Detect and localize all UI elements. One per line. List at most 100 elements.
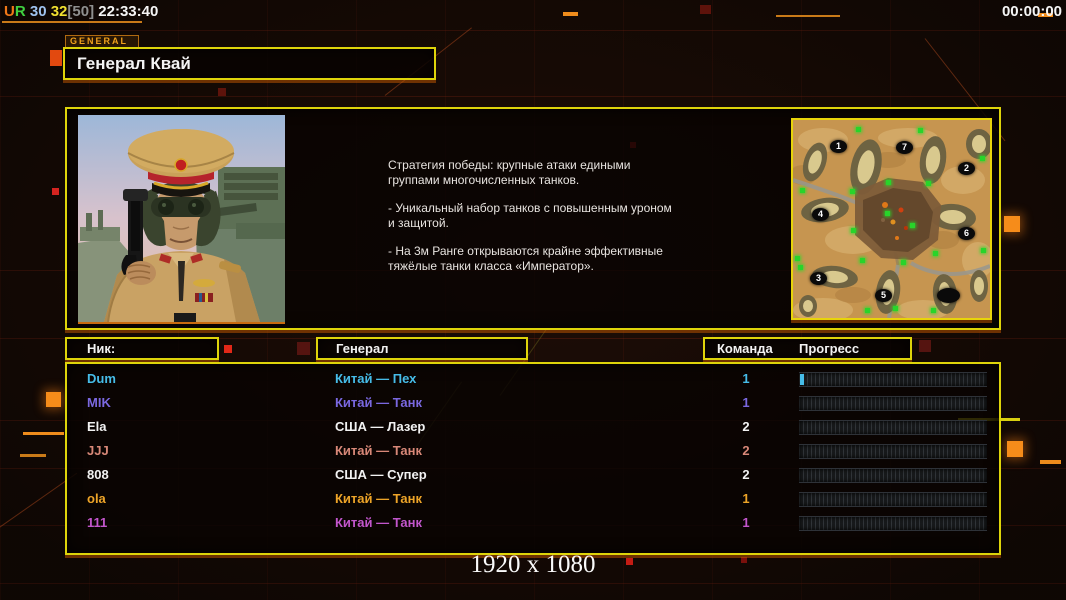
header-nick-box: Ник: [65,337,219,360]
minimap-resource-dot [981,248,986,253]
player-team: 2 [742,443,750,458]
minimap-resource-dot [910,223,915,228]
player-nick: ola [87,491,106,506]
minimap-resource-dot [850,189,855,194]
decor-dash [776,15,840,17]
decor-line [0,338,1066,339]
decor-square [46,392,61,407]
minimap-resource-dot [918,128,923,133]
decor-square [297,342,310,355]
status-segment: U [4,3,15,20]
decor-dash [1038,13,1053,17]
player-nick: Ela [87,419,107,434]
decor-square [1007,441,1023,457]
minimap-resource-dot [926,181,931,186]
decor-square [1004,216,1020,232]
decor-dash [563,12,578,16]
player-general: США — Лазер [335,419,426,434]
minimap-resource-dot [795,256,800,261]
decor-line [0,96,1066,97]
player-progress-bar [799,468,987,483]
header-nick-label: Ник: [87,341,116,356]
description-paragraph: - На 3м Ранге открываются крайне эффекти… [388,244,663,273]
header-team-progress-box: Команда Прогресс [703,337,912,360]
header-general-box: Генерал [316,337,528,360]
description-paragraph: Стратегия победы: крупные атаки едиными … [388,158,631,187]
decor-square [700,5,711,14]
decor-dash [20,454,46,457]
minimap-resource-dot [901,260,906,265]
minimap-markers: 1 7 2 4 6 3 5 [793,120,990,318]
minimap-resource-dot [865,308,870,313]
minimap-spawn-point: 6 [958,227,975,240]
minimap-resource-dot [856,127,861,132]
status-segment: 32 [46,3,68,20]
player-general: США — Супер [335,467,427,482]
decor-dash [1040,460,1061,464]
decor-square [741,557,747,563]
player-progress-bar [799,372,987,387]
player-progress-bar [799,492,987,507]
player-nick: Dum [87,371,116,386]
player-progress-fill [800,374,804,385]
decor-square [224,345,232,353]
status-segment: [50] [67,3,95,20]
minimap-spawn-point: 7 [896,141,913,154]
player-list: Dum Китай — Пех 1 MIK Китай — Танк 1 Ela… [67,364,999,553]
decor-square [218,88,226,96]
minimap-spawn-point: 5 [875,289,892,302]
general-title-box: Генерал Квай [63,47,436,80]
resolution-watermark: 1920 x 1080 [470,551,596,578]
decor-square [919,340,931,352]
player-nick: MIK [87,395,111,410]
minimap-resource-dot [800,188,805,193]
minimap-resource-dot [886,180,891,185]
player-row: Ela США — Лазер 2 [67,415,999,439]
minimap-spawn-point: 1 [830,140,847,153]
player-team: 1 [742,395,750,410]
player-team: 2 [742,419,750,434]
player-general: Китай — Пех [335,371,417,386]
general-description: Стратегия победы: крупные атаки едиными … [388,158,728,287]
player-progress-bar [799,444,987,459]
minimap-terrain [789,120,994,322]
player-general: Китай — Танк [335,443,422,458]
player-roster-panel: Dum Китай — Пех 1 MIK Китай — Танк 1 Ela… [65,362,1001,555]
player-general: Китай — Танк [335,395,422,410]
minimap-resource-dot [851,228,856,233]
decor-square [50,50,62,66]
decor-line [0,583,1066,584]
player-nick: 808 [87,467,109,482]
player-progress-bar [799,420,987,435]
player-progress-bar [799,396,987,411]
decor-line [0,30,1066,31]
header-progress-label: Прогресс [799,341,860,356]
status-segment: 22:33:40 [94,3,159,20]
minimap-resource-dot [893,306,898,311]
minimap-resource-dot [798,265,803,270]
status-segment: 30 [25,3,47,20]
player-progress-bar [799,516,987,531]
minimap-resource-dot [931,308,936,313]
player-row: Dum Китай — Пех 1 [67,367,999,391]
player-row: 111 Китай — Танк 1 [67,511,999,535]
player-row: MIK Китай — Танк 1 [67,391,999,415]
player-team: 2 [742,467,750,482]
general-title: Генерал Квай [77,54,191,73]
player-row: JJJ Китай — Танк 2 [67,439,999,463]
minimap-resource-dot [980,156,985,161]
minimap-spawn-point: 3 [810,272,827,285]
minimap-spawn-point [937,288,960,303]
player-nick: 111 [87,515,108,530]
player-team: 1 [742,515,750,530]
general-portrait [78,115,285,324]
decor-square [626,558,633,565]
minimap: 1 7 2 4 6 3 5 [789,118,994,322]
status-segment: R [14,3,26,20]
description-paragraph: - Уникальный набор танков с повышенным у… [388,201,672,230]
minimap-spawn-point: 4 [812,208,829,221]
status-readout: UR 30 32[50] 22:33:40 [4,3,158,20]
player-team: 1 [742,491,750,506]
decor-dash [23,432,64,435]
